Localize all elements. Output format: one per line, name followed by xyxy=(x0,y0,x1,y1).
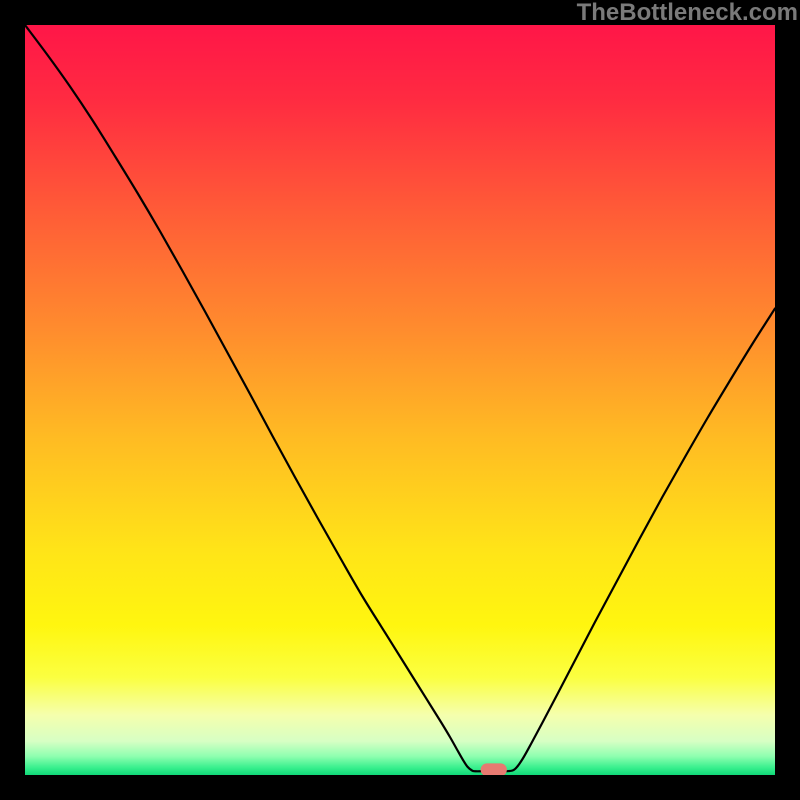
chart-svg xyxy=(25,25,775,775)
plot-frame xyxy=(25,25,775,775)
plot-area xyxy=(25,25,775,775)
gradient-background xyxy=(25,25,775,775)
watermark-label: TheBottleneck.com xyxy=(577,0,798,27)
optimal-marker xyxy=(481,763,507,775)
